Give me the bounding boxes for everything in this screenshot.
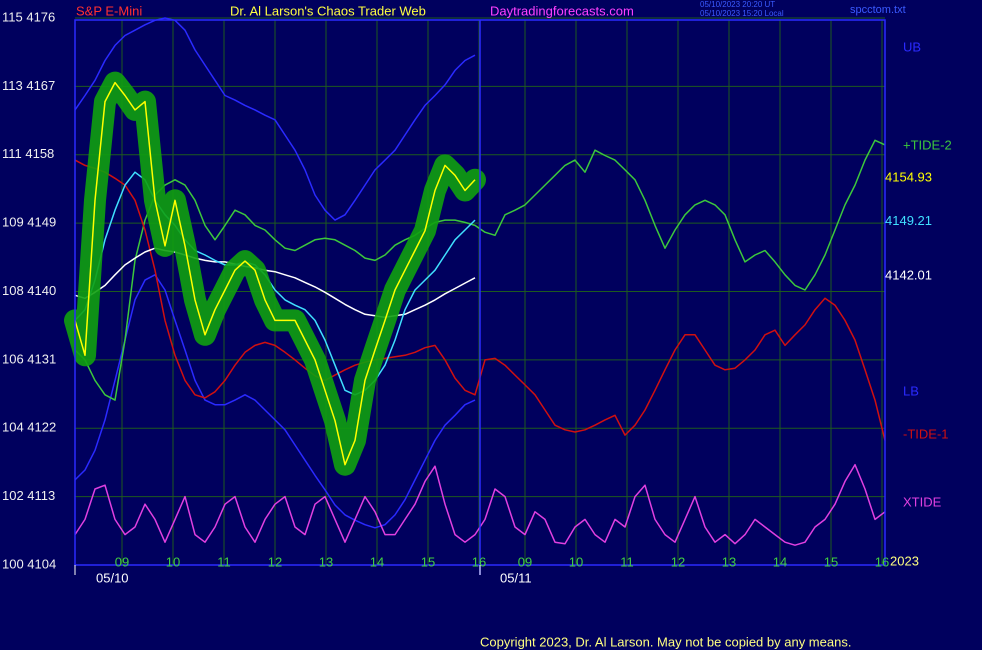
x-tick-label: 13 bbox=[722, 554, 736, 569]
x-tick-label: 14 bbox=[773, 554, 787, 569]
symbol: S&P E-Mini bbox=[76, 3, 142, 18]
file-name: spcctom.txt bbox=[850, 4, 906, 16]
y-tick-label: 111 4158 bbox=[2, 146, 54, 161]
x-tick-label: 16 bbox=[472, 554, 486, 569]
x-tick-label: 10 bbox=[166, 554, 180, 569]
chart-title: Dr. Al Larson's Chaos Trader Web bbox=[230, 3, 426, 18]
y-tick-label: 113 4167 bbox=[2, 78, 55, 93]
y-tick-label: 104 4122 bbox=[2, 420, 56, 435]
x-tick-label: 13 bbox=[319, 554, 333, 569]
website: Daytradingforecasts.com bbox=[490, 3, 634, 18]
last-value-label: 4154.93 bbox=[885, 170, 932, 185]
legend-label: +TIDE-2 bbox=[903, 137, 952, 152]
y-tick-label: 100 4104 bbox=[2, 556, 56, 571]
series-line bbox=[74, 247, 476, 319]
x-tick-label: 12 bbox=[671, 554, 685, 569]
x-tick-label: 10 bbox=[569, 554, 583, 569]
last-value-label: 4149.21 bbox=[885, 213, 932, 228]
timestamp: 05/10/2023 15:20 Local bbox=[700, 9, 784, 18]
y-tick-label: 108 4140 bbox=[2, 283, 56, 298]
series-line bbox=[74, 17, 476, 221]
copyright: Copyright 2023, Dr. Al Larson. May not b… bbox=[480, 634, 851, 649]
x-tick-label: 11 bbox=[620, 554, 634, 569]
y-tick-label: 106 4131 bbox=[2, 351, 56, 366]
series-line bbox=[74, 81, 476, 466]
day-label: 05/11 bbox=[500, 570, 532, 585]
timestamp: 05/10/2023 20:20 UT bbox=[700, 0, 775, 9]
legend-label: LB bbox=[903, 383, 919, 398]
x-tick-label: 15 bbox=[824, 554, 838, 569]
legend-label: UB bbox=[903, 39, 921, 54]
x-tick-label: 15 bbox=[421, 554, 435, 569]
x-tick-label: 09 bbox=[518, 554, 532, 569]
last-value-label: 4142.01 bbox=[885, 268, 932, 283]
legend-label: XTIDE bbox=[903, 494, 942, 509]
x-tick-label: 16 bbox=[875, 554, 889, 569]
y-tick-label: 115 4176 bbox=[2, 9, 55, 24]
legend-label: -TIDE-1 bbox=[903, 426, 949, 441]
x-tick-label: 09 bbox=[115, 554, 129, 569]
x-tick-label: 11 bbox=[217, 554, 231, 569]
y-tick-label: 109 4149 bbox=[2, 215, 56, 230]
series-line bbox=[74, 274, 476, 529]
y-tick-label: 102 4113 bbox=[2, 488, 55, 503]
year-label: 2023 bbox=[890, 553, 919, 568]
x-tick-label: 14 bbox=[370, 554, 384, 569]
day-label: 05/10 bbox=[96, 570, 129, 585]
x-tick-label: 12 bbox=[268, 554, 282, 569]
